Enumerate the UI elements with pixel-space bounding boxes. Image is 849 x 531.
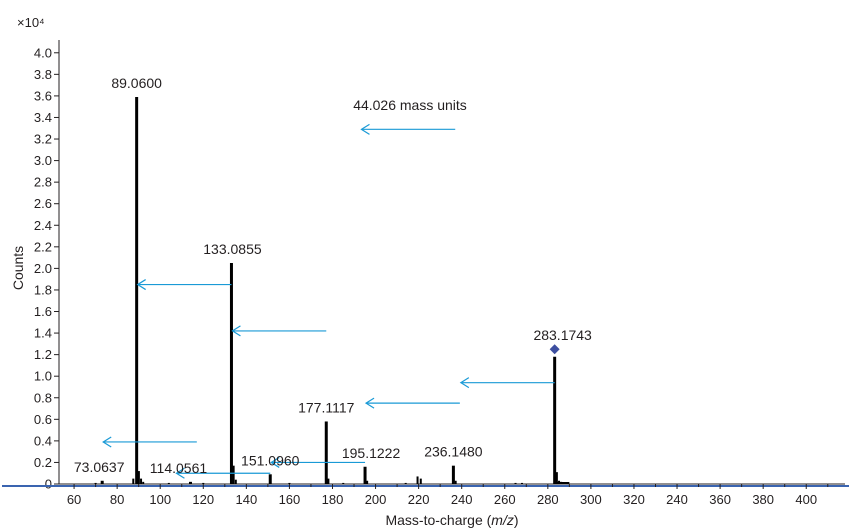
annotation-label: 44.026 mass units	[353, 97, 467, 113]
peak-label: 195.1222	[342, 445, 401, 461]
marker-layer	[549, 344, 560, 355]
x-tick-label: 100	[149, 492, 171, 507]
y-tick-label: 3.8	[34, 67, 52, 82]
arrow-head	[270, 456, 280, 468]
y-axis-title: Counts	[10, 246, 26, 290]
x-tick-label: 180	[322, 492, 344, 507]
y-tick-label: 3.6	[34, 88, 52, 103]
y-tick-label: 0	[45, 477, 52, 492]
x-axis-title: Mass-to-charge (m/z)	[385, 512, 518, 528]
x-tick-label: 260	[494, 492, 516, 507]
arrow-head	[459, 377, 470, 389]
y-tick-label: 1.4	[34, 326, 52, 341]
y-tick-label: 1.2	[34, 347, 52, 362]
arrow-head	[175, 467, 185, 479]
major-peaks	[100, 96, 557, 484]
precursor-diamond-marker	[549, 344, 560, 355]
y-tick-label: 1.0	[34, 369, 52, 384]
arrow-head	[136, 279, 146, 291]
x-axis: 60 80 100 120 140 160 180 200 220 240 260 280 300 320…	[2, 483, 849, 507]
x-tick-label: 220	[408, 492, 430, 507]
peak-label: 151.0960	[241, 452, 300, 468]
y-tick-label: 2.4	[34, 218, 52, 233]
y-tick-label: 1.6	[34, 304, 52, 319]
x-tick-label: 360	[709, 492, 731, 507]
x-tick-label: 200	[365, 492, 387, 507]
x-tick-label: 320	[623, 492, 645, 507]
x-tick-label: 240	[451, 492, 473, 507]
x-tick-label: 80	[110, 492, 124, 507]
y-tick-label: 3.0	[34, 153, 52, 168]
y-tick-label: 2.8	[34, 175, 52, 190]
x-tick-label: 240	[666, 492, 688, 507]
annotations: 44.026 mass units	[353, 97, 467, 113]
peak-label: 177.1117	[298, 399, 355, 415]
arrow-head	[364, 397, 375, 409]
y-tick-label: 3.4	[34, 110, 52, 125]
y-tick-label: 4.0	[34, 45, 52, 60]
peak-label: 114.0561	[150, 460, 208, 476]
y-tick-label: 0.4	[34, 433, 52, 448]
x-tick-label: 400	[795, 492, 817, 507]
peak-label: 236.1480	[424, 444, 483, 460]
x-tick-label: 380	[752, 492, 774, 507]
minor-peaks	[94, 465, 570, 484]
arrow-head	[231, 325, 241, 337]
x-tick-label: 60	[67, 492, 81, 507]
x-tick-label: 160	[279, 492, 301, 507]
y-axis-multiplier: ×10⁴	[17, 15, 45, 30]
peak-labels: 73.0637 89.0600 114.0561 133.0855 151.0960 17…	[74, 75, 592, 476]
y-tick-label: 0.8	[34, 390, 52, 405]
x-tick-label: 120	[192, 492, 214, 507]
x-tick-label: 300	[580, 492, 602, 507]
y-tick-label: 2.2	[34, 239, 52, 254]
y-axis: 0 0.2 0.4 0.6 0.8 1.0 1.2 1.4 1.6 1.8 2.0 2.2 2.4 2.6…	[34, 40, 60, 492]
y-tick-label: 1.8	[34, 282, 52, 297]
fragment-arrows	[102, 123, 555, 479]
y-tick-label: 2.6	[34, 196, 52, 211]
arrow-head	[360, 123, 370, 135]
y-tick-label: 3.2	[34, 132, 52, 147]
x-axis-title-prefix: Mass-to-charge (	[385, 512, 491, 528]
x-axis-title-italic: m/z	[491, 512, 514, 528]
x-axis-title-suffix: )	[514, 512, 519, 528]
y-tick-label: 0.6	[34, 412, 52, 427]
y-tick-label: 0.2	[34, 455, 52, 470]
x-tick-label: 140	[235, 492, 257, 507]
peak-label: 133.0855	[203, 241, 262, 257]
x-tick-label: 280	[537, 492, 559, 507]
arrow-head	[102, 436, 112, 448]
peak-label: 283.1743	[533, 327, 592, 343]
y-tick-label: 2.0	[34, 261, 52, 276]
peak-label: 89.0600	[111, 75, 162, 91]
peak-label: 73.0637	[74, 459, 125, 475]
